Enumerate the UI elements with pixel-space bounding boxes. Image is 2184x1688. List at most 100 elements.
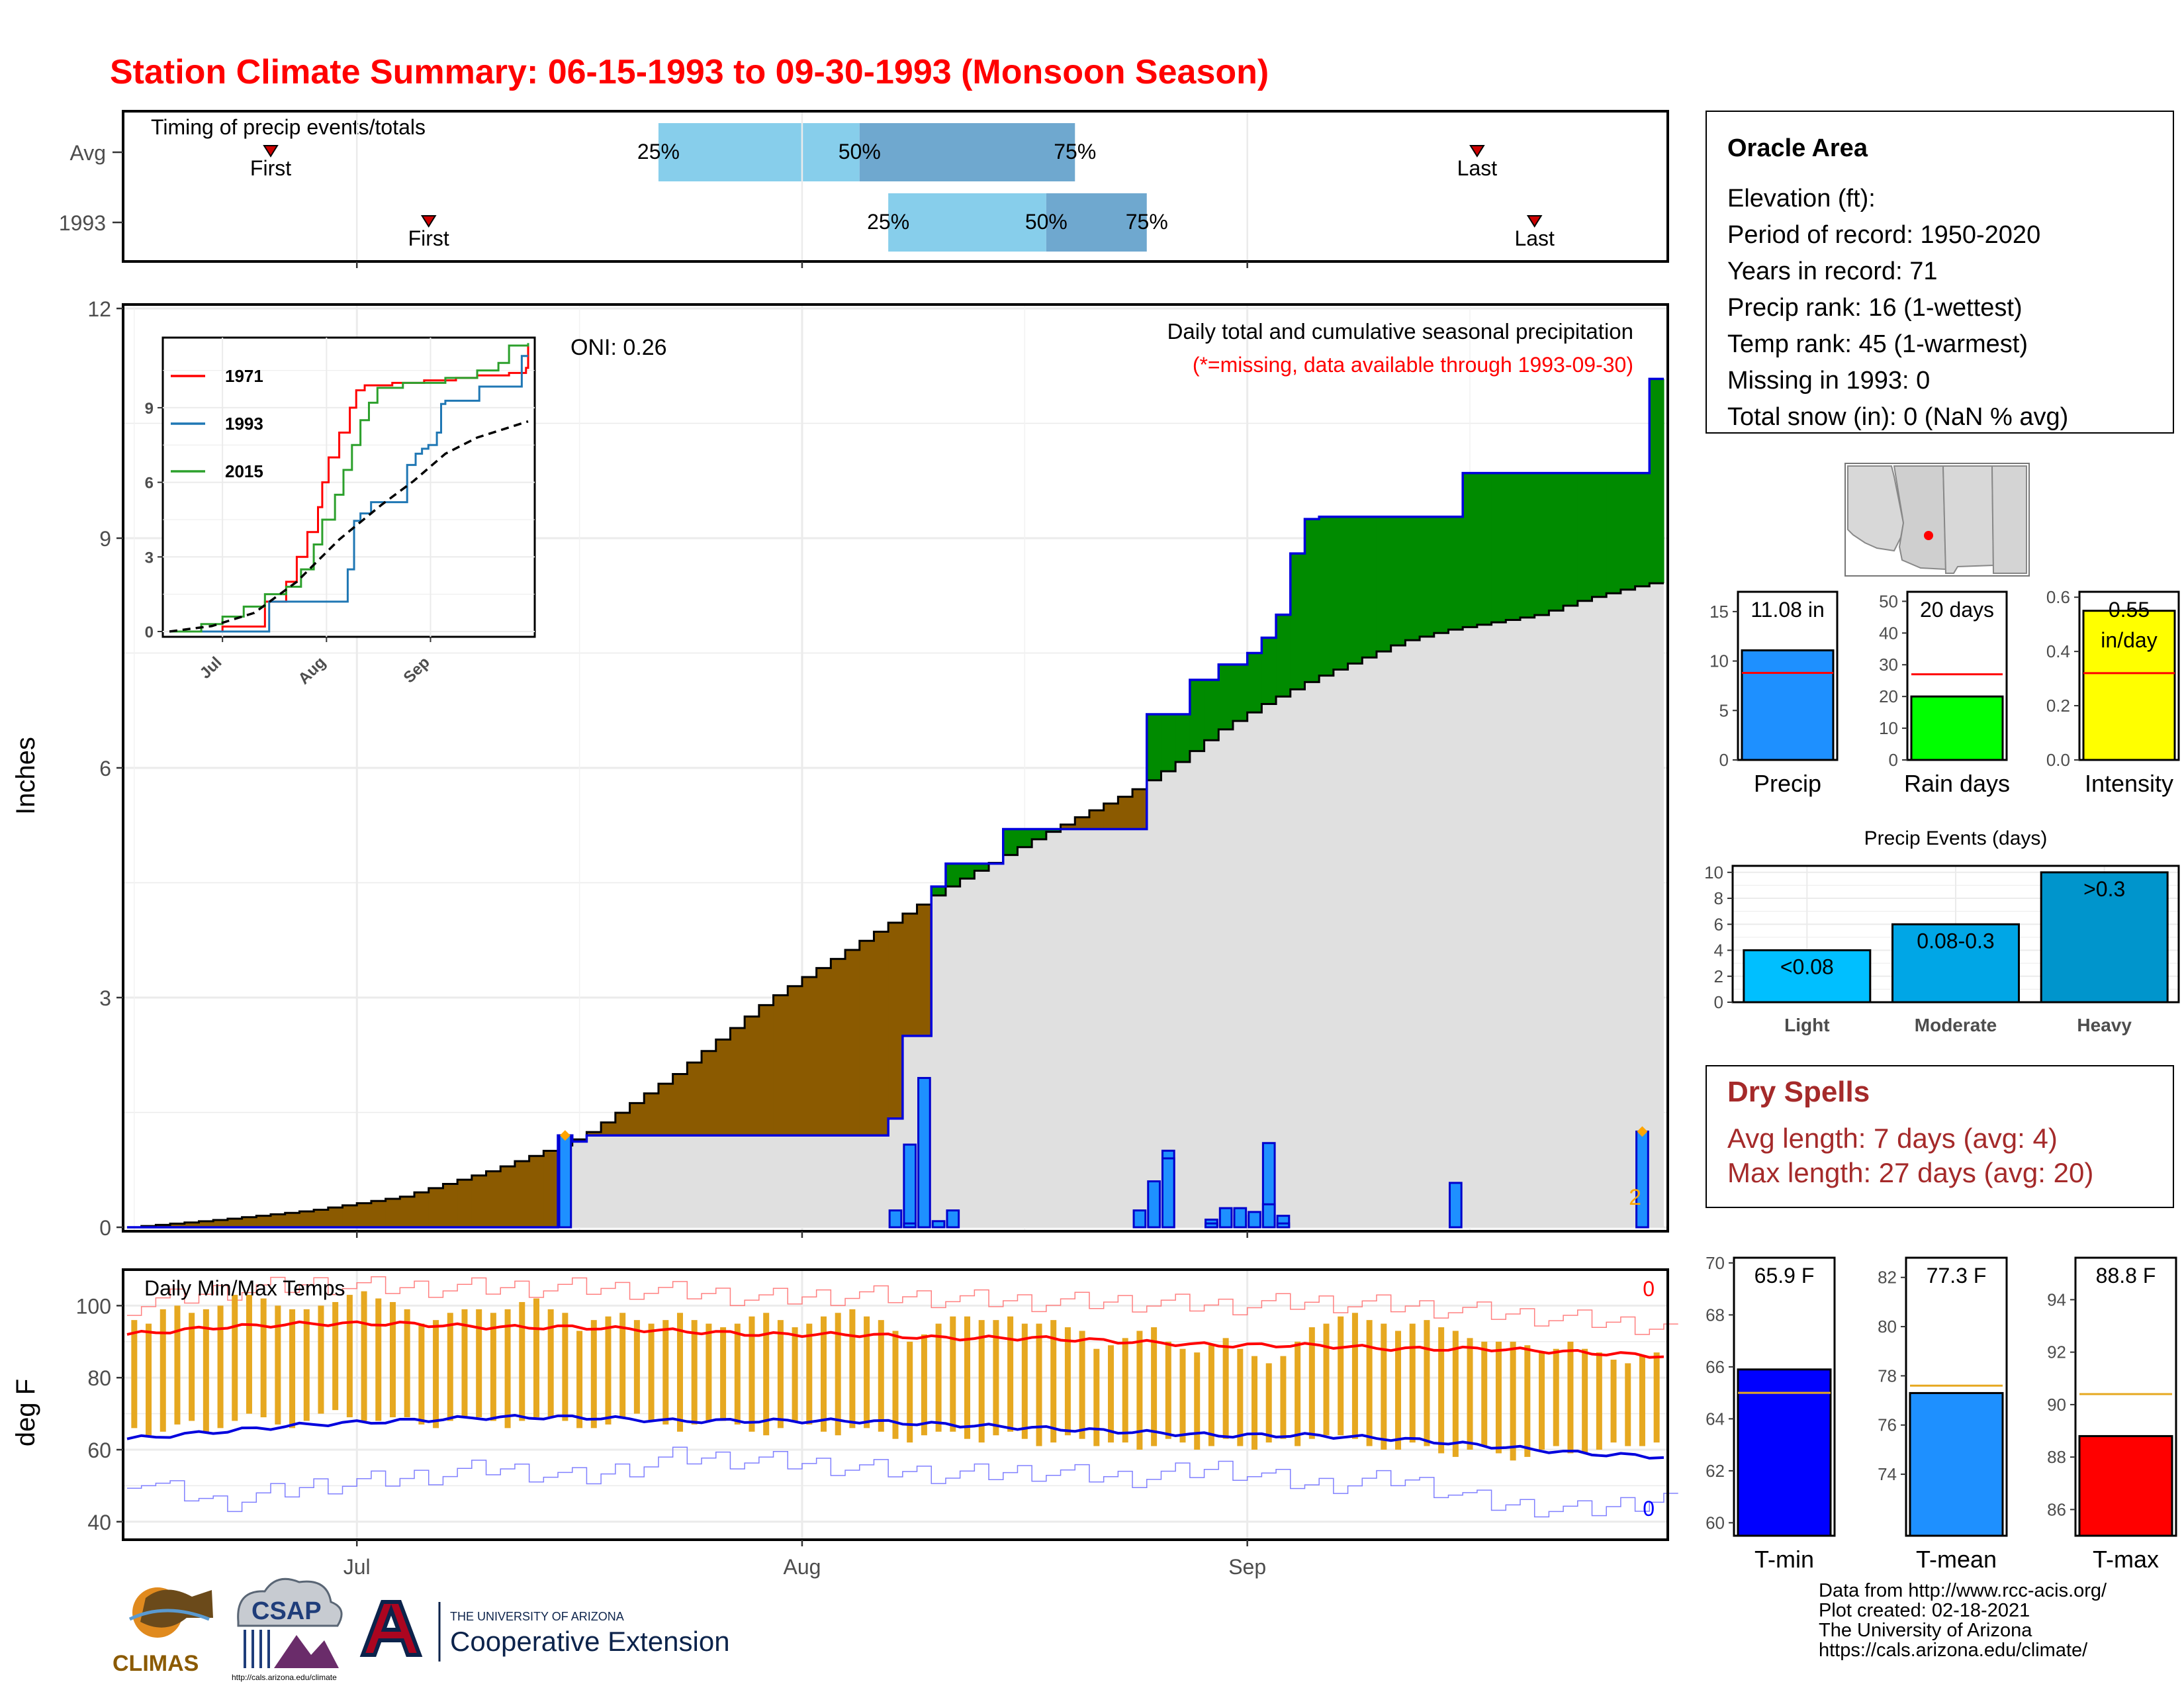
record-max-line [127,1276,1678,1335]
precip-y-tick-label: 6 [99,757,111,780]
ua-logo-mark [359,1600,423,1657]
daily-temp-range-bar [275,1305,281,1425]
intensity-y-tick-label: 0.6 [2046,587,2070,607]
daily-temp-range-bar [1524,1345,1531,1457]
daily-temp-range-bar [1351,1313,1358,1439]
daily-temp-range-bar [1093,1348,1100,1446]
timing-q75-label: 75% [1126,210,1168,234]
timing-first-marker [420,215,437,228]
tmax-y-tick-label: 92 [2047,1342,2066,1362]
surplus-area [960,863,975,879]
daily-temp-range-bar [1079,1331,1085,1439]
surplus-area [1319,516,1334,676]
daily-temp-range-bar [1366,1320,1373,1446]
daily-precip-bar [946,1209,960,1229]
daily-temp-range-bar [461,1309,468,1418]
daily-temp-range-bar [1625,1363,1631,1446]
surplus-area [974,863,989,871]
daily-temp-range-bar [691,1320,698,1425]
map-state-west [1847,465,1905,552]
events-bar-label: <0.08 [1780,955,1834,979]
timing-row-label: 1993 [59,211,106,235]
deficit-area [285,1213,300,1227]
daily-temp-range-bar [892,1331,899,1439]
csap-logo-rain [244,1630,270,1668]
temp-y-label: deg F [11,1379,40,1446]
deficit-area [745,1016,760,1136]
rain_days-y-tick-label: 20 [1879,686,1898,706]
timing-q50-label: 50% [1025,210,1068,234]
tmax-y-tick-label: 94 [2047,1289,2066,1309]
deficit-area [788,986,803,1136]
timing-title: Timing of precip events/totals [151,115,426,139]
precip-panel: 0 3 6 9 12 Inches ONI: 0.26 Daily total and … [11,297,1669,1240]
dry-spells-title: Dry Spells [1727,1076,1870,1108]
precip-y-tick-label: 10 [1709,651,1729,671]
tmax-y-tick-label: 86 [2047,1499,2066,1519]
csap-logo-cloud [237,1577,343,1627]
csap-logo: CSAP http://cals.arizona.edu/climate [232,1577,343,1682]
station-info-line: Years in record: 71 [1727,258,1938,285]
daily-precip-bar [1261,1203,1276,1229]
deficit-area [644,1093,659,1136]
tmin-value-bar [1737,1368,1832,1537]
station-info-line: Temp rank: 45 (1-warmest) [1727,330,2028,358]
timing-q25-label: 25% [867,210,909,234]
daily-temp-range-bar [792,1327,798,1421]
surplus-area [1463,473,1478,628]
daily-temp-range-bar [1653,1352,1660,1443]
events-y-tick-label: 0 [1714,992,1723,1012]
deficit-area [443,1184,458,1227]
daily-temp-range-bar [1539,1352,1545,1450]
deficit-area [213,1220,228,1227]
daily-temp-range-bar [1438,1327,1445,1454]
inset-y-tick-label: 6 [145,475,154,492]
events-y-tick-label: 4 [1714,941,1723,961]
daily-precip-bar [1218,1207,1233,1229]
observed-cumulative-line [127,377,1664,1229]
timing-last-marker [1526,215,1543,228]
precip-y-label: Inches [11,737,40,815]
daily-temp-range-bar [1639,1356,1645,1446]
daily-temp-range-bar [1596,1352,1602,1450]
map-state-newmexico [1942,465,1995,574]
dry-spells-max: Max length: 27 days (avg: 20) [1727,1157,2093,1188]
timing-q50-q75-bar [1046,193,1147,252]
daily-precip-bar [1248,1211,1261,1229]
tmin-y-tick-label: 60 [1706,1513,1725,1532]
surplus-area [1577,473,1593,601]
daily-temp-range-bar [1036,1323,1042,1446]
surplus-area [1017,829,1032,847]
surplus-area [1161,714,1176,772]
deficit-area [730,1028,745,1136]
ua-logo-line1: THE UNIVERSITY OF ARIZONA [450,1610,624,1623]
deficit-area [342,1205,357,1227]
daily-temp-range-bar [1208,1345,1214,1446]
tmin-y-tick-label: 68 [1706,1305,1725,1325]
station-location-marker [1924,531,1933,540]
station-info-line: Total snow (in): 0 (NaN % avg) [1727,403,2068,431]
daily-temp-range-bar [1021,1323,1028,1439]
daily-temp-range-bar [519,1301,525,1421]
tmax-y-tick-label: 88 [2047,1447,2066,1467]
daily-precip-bar [1132,1209,1147,1229]
precip-value-label: 11.08 in [1751,598,1825,622]
location-map [1844,463,2030,577]
daily-temp-range-bar [533,1298,539,1418]
daily-temp-range-bar [389,1301,396,1418]
daily-temp-range-bar [1308,1327,1315,1439]
surplus-area [1376,516,1392,652]
tmean-y-tick-label: 76 [1878,1415,1897,1435]
surplus-area [1405,516,1420,641]
timing-last-marker [1469,145,1485,158]
surplus-area [1175,714,1191,763]
deficit-area [758,1005,774,1136]
daily-temp-range-bar [404,1309,410,1418]
deficit-area [1103,803,1118,829]
tmin-y-tick-label: 62 [1706,1461,1725,1481]
timing-last-label: Last [1457,156,1498,180]
rain_days-y-tick-label: 0 [1889,750,1898,770]
deficit-area [529,1156,544,1227]
events-x-tick-label: Heavy [2077,1015,2132,1035]
events-frame [1731,865,2180,1004]
